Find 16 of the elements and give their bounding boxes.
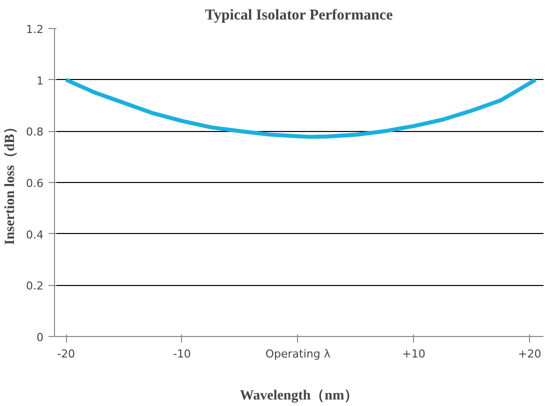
chart-title: Typical Isolator Performance <box>204 8 394 24</box>
y-tick-label: 1 <box>36 74 44 88</box>
x-tick-label: +10 <box>402 348 426 360</box>
y-tick-label: 0.6 <box>26 177 44 190</box>
line-series <box>64 78 538 139</box>
y-tick-label: 0.4 <box>26 228 44 242</box>
y-tick-label: 1.2 <box>26 23 44 36</box>
y-tick-label: 0.8 <box>26 126 44 139</box>
y-tick-label: 0 <box>36 331 44 344</box>
x-tick-label: Operating λ <box>265 348 331 360</box>
x-tick-label: +20 <box>518 348 542 360</box>
y-tick-label: 0.2 <box>26 280 44 293</box>
x-axis-title: Wavelength（nm） <box>240 388 358 404</box>
x-tick-label: -20 <box>57 348 76 360</box>
x-tick-label: -10 <box>172 348 191 360</box>
y-axis-title: Insertion loss（dB） <box>3 120 18 245</box>
